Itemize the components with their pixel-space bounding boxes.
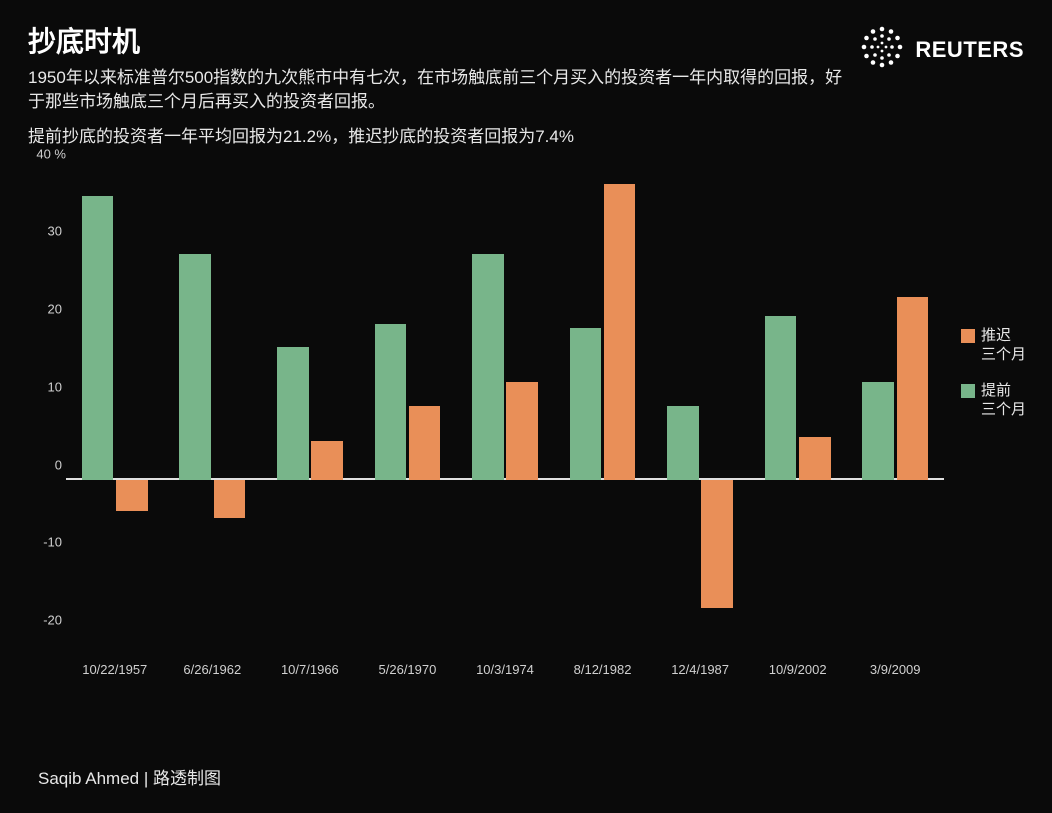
bar-early <box>667 406 699 480</box>
bar-late <box>604 184 636 479</box>
bar-late <box>311 441 343 480</box>
bar-late <box>409 406 441 480</box>
reuters-logo: REUTERS <box>859 24 1024 75</box>
bar-late <box>799 437 831 480</box>
y-tick-label: 10 <box>32 379 62 394</box>
bar-early <box>277 347 309 479</box>
bar-early <box>570 328 602 480</box>
y-tick-label: 30 <box>32 224 62 239</box>
chart-subtitle: 1950年以来标准普尔500指数的九次熊市中有七次，在市场触底前三个月买入的投资… <box>28 66 848 114</box>
y-tick-label: 0 <box>32 457 62 472</box>
credit-line: Saqib Ahmed | 路透制图 <box>38 764 221 789</box>
x-tick-label: 3/9/2009 <box>870 662 921 677</box>
y-tick-label: 20 <box>32 302 62 317</box>
bar-late <box>897 297 929 480</box>
bar-early <box>82 196 114 480</box>
reuters-dot-icon <box>859 24 905 75</box>
bar-late <box>116 480 148 511</box>
x-tick-label: 12/4/1987 <box>671 662 729 677</box>
x-tick-label: 10/7/1966 <box>281 662 339 677</box>
x-tick-label: 5/26/1970 <box>379 662 437 677</box>
credit-sep: | <box>139 769 153 788</box>
legend-item-early: 提前三个月 <box>961 381 1026 420</box>
reuters-logo-text: REUTERS <box>915 37 1024 63</box>
chart: 40 %3020100-10-2010/22/19576/26/196210/7… <box>28 151 1024 691</box>
bar-early <box>862 382 894 479</box>
bar-late <box>701 480 733 608</box>
header: 抄底时机 1950年以来标准普尔500指数的九次熊市中有七次，在市场触底前三个月… <box>28 20 1024 147</box>
credit-author: Saqib Ahmed <box>38 769 139 788</box>
legend-label: 提前三个月 <box>981 381 1026 420</box>
bar-early <box>472 254 504 479</box>
legend-swatch <box>961 384 975 398</box>
bar-late <box>506 382 538 479</box>
y-tick-label: -10 <box>32 535 62 550</box>
legend-swatch <box>961 329 975 343</box>
bar-early <box>375 324 407 479</box>
x-tick-label: 8/12/1982 <box>574 662 632 677</box>
y-tick-label: 40 % <box>26 146 66 161</box>
x-tick-label: 10/9/2002 <box>769 662 827 677</box>
legend-label: 推迟三个月 <box>981 326 1026 365</box>
bar-early <box>765 316 797 479</box>
x-tick-label: 6/26/1962 <box>183 662 241 677</box>
bar-early <box>179 254 211 479</box>
y-tick-label: -20 <box>32 613 62 628</box>
bar-late <box>214 480 246 519</box>
legend-item-late: 推迟三个月 <box>961 326 1026 365</box>
legend: 推迟三个月提前三个月 <box>961 326 1026 436</box>
x-tick-label: 10/3/1974 <box>476 662 534 677</box>
x-tick-label: 10/22/1957 <box>82 662 147 677</box>
credit-source: 路透制图 <box>153 769 221 788</box>
chart-note: 提前抄底的投资者一年平均回报为21.2%，推迟抄底的投资者回报为7.4% <box>28 122 1024 147</box>
